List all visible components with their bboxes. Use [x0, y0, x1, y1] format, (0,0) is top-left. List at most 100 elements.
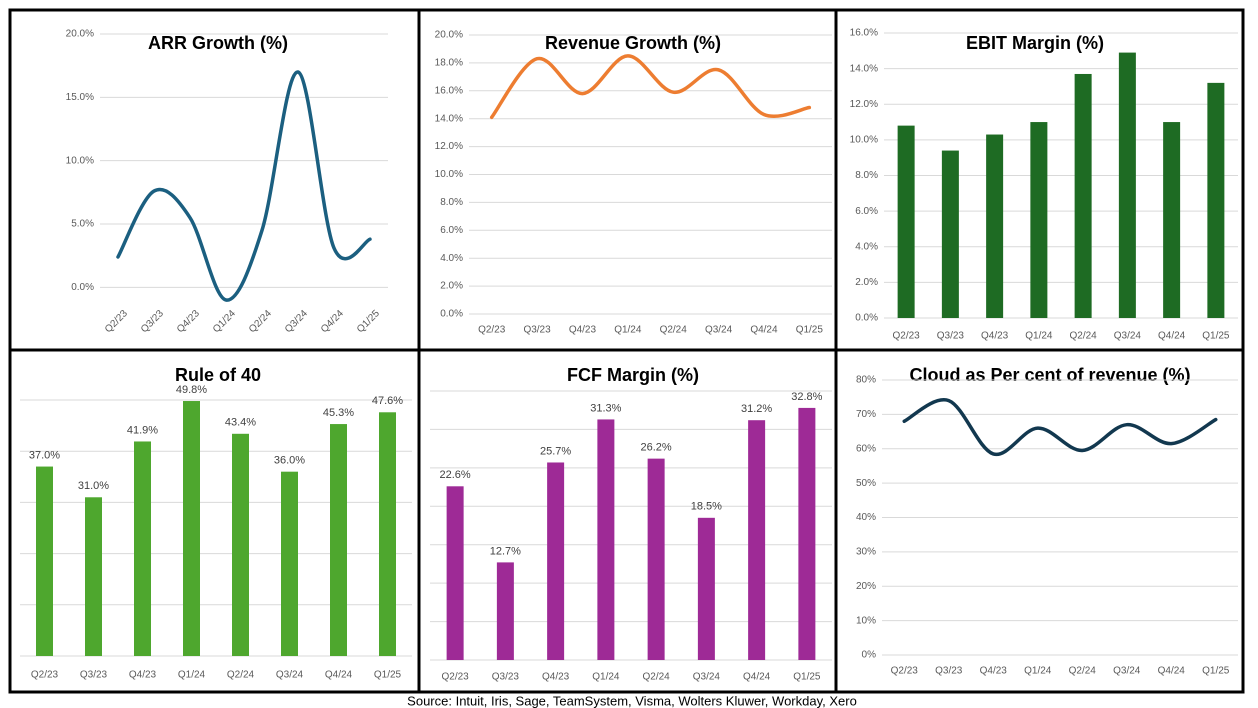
x-tick-label: Q2/23 [891, 666, 919, 677]
bar [798, 407, 816, 660]
bar [647, 458, 665, 660]
x-tick-label: Q4/23 [129, 670, 157, 681]
y-tick-label: 20.0% [435, 30, 463, 41]
x-tick-label: Q3/24 [276, 670, 304, 681]
data-label: 37.0% [29, 449, 60, 461]
data-label: 25.7% [540, 445, 571, 457]
x-tick-label: Q2/24 [643, 672, 671, 683]
y-tick-label: 5.0% [71, 219, 94, 230]
x-tick-label: Q4/23 [569, 325, 597, 336]
x-tick-label: Q4/24 [319, 308, 346, 335]
x-tick-label: Q4/24 [1158, 666, 1186, 677]
x-tick-label: Q1/25 [793, 672, 821, 683]
x-tick-label: Q1/25 [355, 308, 382, 335]
x-tick-label: Q2/23 [442, 672, 470, 683]
bar [183, 401, 200, 656]
y-tick-label: 16.0% [435, 85, 463, 96]
y-tick-label: 20.0% [66, 29, 94, 40]
y-tick-label: 30% [856, 547, 876, 558]
data-label: 12.7% [490, 545, 521, 557]
line [116, 70, 372, 302]
y-tick-label: 18.0% [435, 58, 463, 69]
data-label: 45.3% [323, 407, 354, 419]
chart-title: Revenue Growth (%) [545, 33, 721, 53]
bar [496, 562, 514, 660]
bar [897, 125, 915, 318]
line [489, 54, 812, 120]
x-tick-label: Q3/23 [937, 331, 965, 342]
bar [1118, 52, 1136, 318]
data-label: 43.4% [225, 417, 256, 429]
x-tick-label: Q4/24 [1158, 331, 1186, 342]
y-tick-label: 70% [856, 409, 876, 420]
bar [1074, 73, 1092, 318]
y-tick-label: 0.0% [440, 309, 463, 320]
x-tick-label: Q1/25 [374, 670, 402, 681]
y-tick-label: 10% [856, 615, 876, 626]
y-tick-label: 4.0% [855, 241, 878, 252]
x-tick-label: Q3/24 [693, 672, 721, 683]
x-tick-label: Q1/25 [1202, 331, 1230, 342]
bar [379, 412, 396, 656]
x-tick-label: Q1/25 [796, 325, 824, 336]
x-tick-label: Q2/23 [103, 308, 130, 335]
y-tick-label: 4.0% [440, 253, 463, 264]
data-label: 31.0% [78, 480, 109, 492]
bar [134, 441, 151, 656]
bar [281, 471, 298, 656]
x-tick-label: Q3/23 [492, 672, 520, 683]
y-tick-label: 80% [856, 375, 876, 386]
y-tick-label: 8.0% [855, 170, 878, 181]
bar [36, 466, 53, 656]
y-tick-label: 14.0% [850, 63, 878, 74]
x-tick-label: Q4/23 [542, 672, 570, 683]
bar [986, 134, 1004, 318]
x-tick-label: Q3/23 [935, 666, 963, 677]
bar [330, 424, 347, 656]
bar [85, 497, 102, 656]
y-tick-label: 10.0% [66, 155, 94, 166]
y-tick-label: 10.0% [435, 169, 463, 180]
data-label: 22.6% [440, 469, 471, 481]
y-tick-label: 0.0% [71, 282, 94, 293]
y-tick-label: 14.0% [435, 113, 463, 124]
data-label: 26.2% [641, 442, 672, 454]
y-tick-label: 2.0% [855, 277, 878, 288]
bar [697, 517, 715, 660]
y-tick-label: 15.0% [66, 92, 94, 103]
x-tick-label: Q1/24 [614, 325, 642, 336]
bar [748, 420, 766, 660]
data-label: 49.8% [176, 384, 207, 396]
y-tick-label: 60% [856, 443, 876, 454]
x-tick-label: Q4/23 [980, 666, 1008, 677]
x-tick-label: Q4/23 [175, 308, 202, 335]
y-tick-label: 16.0% [850, 28, 878, 39]
y-tick-label: 12.0% [435, 141, 463, 152]
x-tick-label: Q4/24 [325, 670, 353, 681]
bar [941, 150, 959, 318]
chart-title: ARR Growth (%) [148, 33, 288, 53]
x-tick-label: Q3/24 [705, 325, 733, 336]
y-tick-label: 10.0% [850, 135, 878, 146]
x-tick-label: Q4/23 [981, 331, 1009, 342]
y-tick-label: 8.0% [440, 197, 463, 208]
bar [446, 486, 464, 660]
x-tick-label: Q1/24 [1025, 331, 1053, 342]
chart-title: Rule of 40 [175, 365, 261, 385]
data-label: 18.5% [691, 501, 722, 513]
chart-title: Cloud as Per cent of revenue (%) [909, 365, 1190, 385]
y-tick-label: 12.0% [850, 99, 878, 110]
bar [547, 462, 565, 660]
data-label: 31.2% [741, 403, 772, 415]
y-tick-label: 40% [856, 512, 876, 523]
x-tick-label: Q1/24 [1024, 666, 1052, 677]
x-tick-label: Q1/24 [211, 308, 238, 335]
chart-title: EBIT Margin (%) [966, 33, 1104, 53]
x-tick-label: Q3/23 [139, 308, 166, 335]
x-tick-label: Q2/24 [660, 325, 688, 336]
bar [1030, 122, 1048, 318]
x-tick-label: Q2/24 [1069, 666, 1097, 677]
x-tick-label: Q2/23 [31, 670, 59, 681]
bar [232, 433, 249, 656]
